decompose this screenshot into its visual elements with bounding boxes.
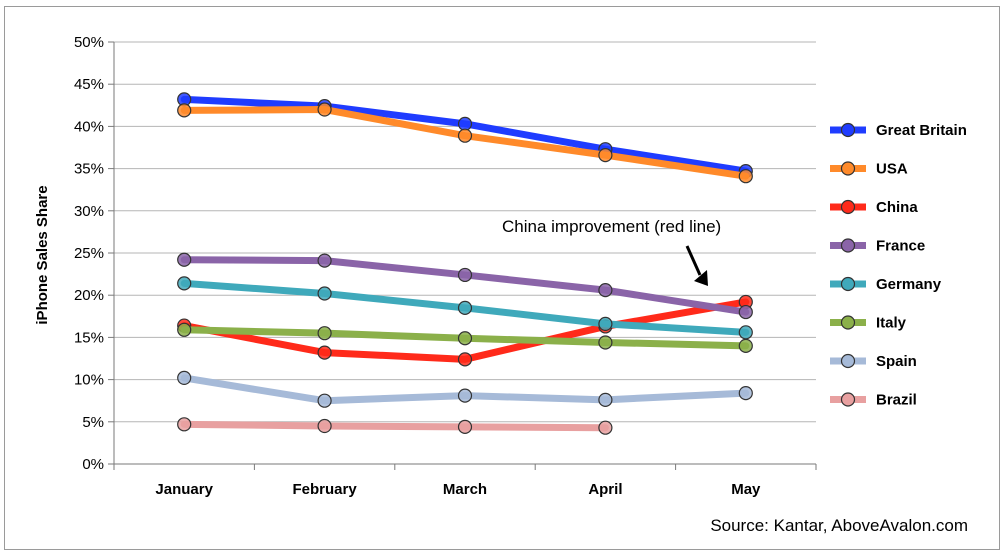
data-point	[457, 300, 473, 315]
legend-label: Italy	[876, 315, 907, 332]
x-tick-label: January	[155, 481, 213, 498]
legend-item: Brazil	[830, 392, 917, 409]
legend-item: Germany	[830, 276, 942, 293]
y-tick-label: 30%	[74, 203, 104, 220]
y-tick-label: 45%	[74, 76, 104, 93]
data-point	[177, 370, 192, 386]
legend-label: Great Britain	[876, 122, 967, 139]
data-point	[738, 304, 753, 320]
x-tick-label: April	[588, 481, 622, 498]
series-line	[180, 420, 609, 432]
series-lines	[177, 92, 753, 435]
annotation-text: China improvement (red line)	[502, 217, 721, 236]
source-text: Source: Kantar, AboveAvalon.com	[710, 516, 968, 535]
data-point	[738, 169, 753, 184]
data-point	[457, 352, 473, 367]
y-tick-label: 25%	[74, 245, 104, 262]
data-point	[457, 331, 473, 346]
data-point	[317, 393, 332, 408]
data-point	[598, 392, 613, 407]
x-tick-label: May	[731, 481, 761, 498]
y-tick-labels: 0% 5% 10% 15% 20% 25% 30% 35% 40% 45% 50%	[74, 34, 104, 473]
legend-marker	[840, 122, 856, 138]
data-point	[317, 102, 332, 117]
series-germany	[177, 276, 753, 340]
legend-marker	[840, 315, 856, 330]
legend-label: Spain	[876, 353, 917, 370]
series-spain	[177, 370, 753, 408]
y-tick-label: 0%	[82, 456, 104, 473]
y-tick-label: 5%	[82, 414, 104, 431]
legend-item: Great Britain	[830, 122, 967, 139]
legend-item: USA	[830, 161, 908, 178]
data-point	[738, 325, 753, 340]
data-point	[317, 345, 332, 360]
data-point	[598, 316, 613, 331]
legend-label: China	[876, 199, 918, 216]
annotation-arrow	[685, 245, 708, 286]
data-point	[598, 283, 613, 298]
legend-item: France	[830, 238, 925, 255]
data-point	[317, 418, 332, 434]
x-tick-labels: January February March April May	[155, 481, 761, 498]
data-point	[177, 322, 192, 337]
data-point	[738, 386, 753, 401]
data-point	[457, 128, 473, 143]
series-france	[177, 252, 753, 320]
series-brazil	[177, 417, 613, 435]
data-point	[598, 420, 613, 435]
data-point	[457, 116, 473, 131]
legend-marker	[840, 392, 856, 407]
legend-marker	[840, 276, 856, 292]
data-point	[317, 253, 332, 268]
y-tick-label: 35%	[74, 161, 104, 178]
data-point	[457, 419, 473, 434]
legend-label: Germany	[876, 276, 942, 293]
series-italy	[177, 322, 753, 353]
data-point	[738, 338, 753, 353]
y-tick-label: 15%	[74, 329, 104, 346]
legend-marker	[840, 199, 856, 215]
legend-marker	[840, 238, 856, 253]
axes	[108, 41, 817, 470]
data-point	[598, 147, 613, 163]
data-point	[177, 252, 192, 267]
data-point	[317, 326, 332, 341]
data-point	[457, 388, 473, 403]
x-tick-label: February	[292, 481, 357, 498]
legend-item: China	[830, 199, 918, 216]
legend-marker	[840, 161, 856, 176]
legend-item: Italy	[830, 315, 907, 332]
data-point	[177, 276, 192, 291]
y-tick-label: 10%	[74, 372, 104, 389]
y-tick-label: 20%	[74, 287, 104, 304]
legend: Great Britain USA China France Germany Italy S…	[830, 122, 967, 409]
data-point	[317, 286, 332, 301]
series-usa	[177, 102, 753, 184]
legend-marker	[840, 353, 856, 369]
legend-label: USA	[876, 161, 908, 178]
data-point	[177, 417, 192, 432]
legend-item: Spain	[830, 353, 917, 370]
x-tick-label: March	[443, 481, 487, 498]
y-tick-label: 50%	[74, 34, 104, 51]
data-point	[598, 335, 613, 350]
data-point	[457, 267, 473, 283]
y-axis-label: iPhone Sales Share	[34, 185, 51, 324]
legend-label: France	[876, 238, 925, 255]
data-point	[177, 103, 192, 118]
legend-label: Brazil	[876, 392, 917, 409]
y-tick-label: 40%	[74, 118, 104, 135]
